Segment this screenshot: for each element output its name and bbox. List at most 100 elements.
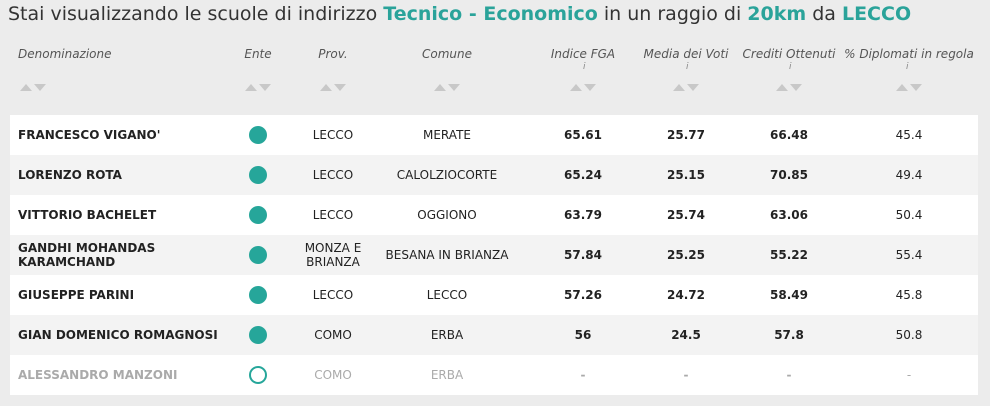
info-icon[interactable]: i (789, 62, 792, 72)
cell-value: - (906, 368, 912, 382)
table-cell: MONZA E BRIANZA (263, 235, 403, 275)
table-row (10, 355, 978, 395)
cell-value: 45.8 (895, 288, 923, 302)
title-part: 20km (747, 3, 807, 25)
table-cell: LORENZO ROTA (18, 155, 218, 195)
cell-value: OGGIONO (417, 208, 477, 222)
sort-arrows[interactable] (18, 84, 48, 92)
table-cell: OGGIONO (377, 195, 517, 235)
title-part: da (812, 3, 836, 25)
ente-indicator (249, 286, 267, 304)
table-cell: 56 (513, 315, 653, 355)
school-name[interactable]: GIAN DOMENICO ROMAGNOSI (18, 328, 218, 342)
table-cell (188, 235, 328, 275)
cell-value: 49.4 (895, 168, 923, 182)
sort-arrows[interactable] (318, 84, 348, 92)
cell-value: 57.26 (564, 288, 602, 302)
column-header[interactable]: Prov. (318, 47, 348, 61)
ente-indicator (249, 246, 267, 264)
cell-value: 50.8 (895, 328, 923, 342)
ente-indicator (249, 366, 267, 384)
cell-value: - (786, 368, 792, 382)
cell-value: 24.5 (671, 328, 701, 342)
info-icon[interactable]: i (583, 62, 586, 72)
ente-indicator (249, 166, 267, 184)
table-cell: LECCO (263, 195, 403, 235)
table-cell: - (839, 355, 979, 395)
school-name[interactable]: FRANCESCO VIGANO' (18, 128, 161, 142)
sort-arrows[interactable] (774, 84, 804, 92)
cell-value: ERBA (430, 368, 464, 382)
table-cell: - (616, 355, 756, 395)
school-name[interactable]: LORENZO ROTA (18, 168, 122, 182)
cell-value: 55.22 (770, 248, 808, 262)
cell-value: 65.61 (564, 128, 602, 142)
cell-value: CALOLZIOCORTE (396, 168, 498, 182)
column-header[interactable]: Crediti Ottenuti (742, 47, 836, 61)
sort-arrows[interactable] (671, 84, 701, 92)
table-cell (188, 155, 328, 195)
table-cell: ERBA (377, 355, 517, 395)
sort-arrows[interactable] (432, 84, 462, 92)
table-cell: GANDHI MOHANDAS KARAMCHAND (18, 235, 218, 275)
title-part: LECCO (841, 3, 912, 25)
cell-value: 70.85 (770, 168, 808, 182)
cell-value: LECCO (312, 168, 354, 182)
cell-value: COMO (314, 368, 352, 382)
table-cell: 50.4 (839, 195, 979, 235)
table-cell: MERATE (377, 115, 517, 155)
school-name[interactable]: VITTORIO BACHELET (18, 208, 157, 222)
table-cell: 55.22 (719, 235, 859, 275)
sort-arrows[interactable] (243, 84, 273, 92)
table-cell: 57.8 (719, 315, 859, 355)
sort-arrows[interactable] (894, 84, 924, 92)
table-cell: 25.77 (616, 115, 756, 155)
table-cell: 45.8 (839, 275, 979, 315)
title-part: Stai visualizzando le scuole di indirizz… (8, 3, 378, 25)
page-title: Stai visualizzando le scuole di indirizz… (8, 3, 911, 25)
table-cell: 63.06 (719, 195, 859, 235)
table-cell: LECCO (263, 155, 403, 195)
cell-value: 25.15 (667, 168, 705, 182)
cell-value: 25.74 (667, 208, 705, 222)
cell-value: - (580, 368, 586, 382)
table-cell: FRANCESCO VIGANO' (18, 115, 218, 155)
table-cell: 58.49 (719, 275, 859, 315)
table-cell: LECCO (377, 275, 517, 315)
cell-value: MONZA E BRIANZA (304, 241, 362, 269)
info-icon[interactable]: i (686, 62, 689, 72)
column-header[interactable]: % Diplomati in regola (844, 47, 974, 61)
table-cell: 24.5 (616, 315, 756, 355)
table-cell: COMO (263, 355, 403, 395)
cell-value: 25.25 (667, 248, 705, 262)
table-cell: 55.4 (839, 235, 979, 275)
info-icon[interactable]: i (906, 62, 909, 72)
cell-value: 24.72 (667, 288, 705, 302)
table-cell: 57.26 (513, 275, 653, 315)
table-cell: GIUSEPPE PARINI (18, 275, 218, 315)
table-cell (188, 115, 328, 155)
column-header[interactable]: Comune (421, 47, 472, 61)
ente-indicator (249, 326, 267, 344)
school-name[interactable]: ALESSANDRO MANZONI (18, 368, 178, 382)
cell-value: 56 (574, 328, 592, 342)
table-cell: 65.24 (513, 155, 653, 195)
school-name[interactable]: GIUSEPPE PARINI (18, 288, 135, 302)
cell-value: 55.4 (895, 248, 923, 262)
table-cell: 70.85 (719, 155, 859, 195)
cell-value: 65.24 (564, 168, 602, 182)
table-cell: 57.84 (513, 235, 653, 275)
cell-value: LECCO (426, 288, 468, 302)
table-cell: LECCO (263, 115, 403, 155)
column-header[interactable]: Denominazione (18, 47, 112, 61)
cell-value: 50.4 (895, 208, 923, 222)
column-header[interactable]: Media dei Voti (643, 47, 729, 61)
school-name[interactable]: GANDHI MOHANDAS KARAMCHAND (18, 241, 156, 269)
column-header[interactable]: Indice FGA (550, 47, 616, 61)
sort-arrows[interactable] (568, 84, 598, 92)
table-row (10, 315, 978, 355)
table-cell: 66.48 (719, 115, 859, 155)
column-header[interactable]: Ente (244, 47, 272, 61)
table-row (10, 275, 978, 315)
table-cell (188, 355, 328, 395)
